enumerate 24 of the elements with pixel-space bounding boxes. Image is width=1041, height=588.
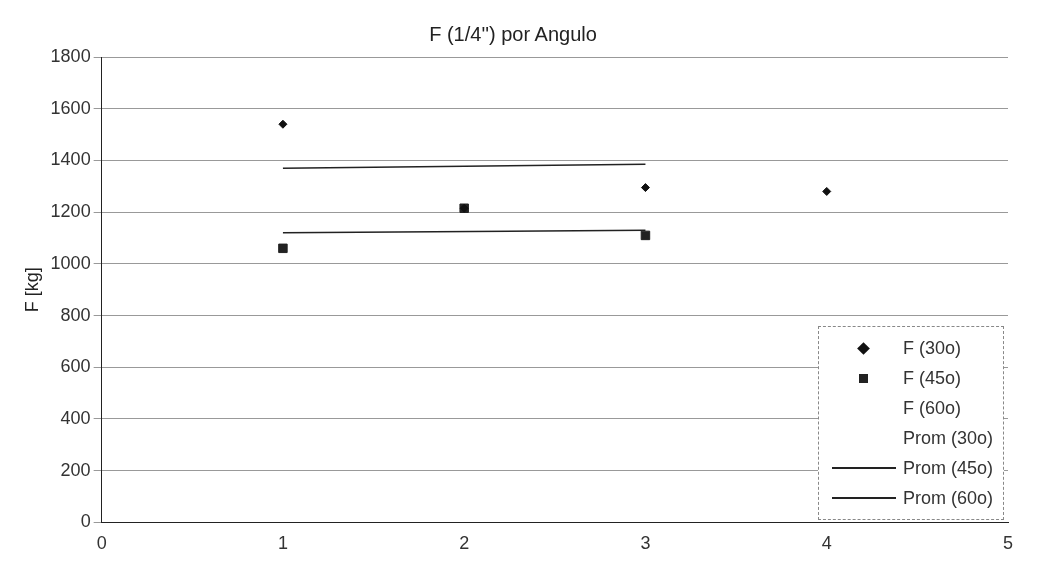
text: F (60o) (902, 397, 961, 419)
y-tick-label: 1400 (50, 149, 91, 170)
y-tick-label: 0 (80, 511, 91, 532)
x-tick-label: 5 (1002, 533, 1014, 554)
legend-label: F (45o) (902, 367, 961, 389)
y-tick-label: 1200 (50, 201, 91, 222)
y-tick-label: 400 (60, 407, 91, 428)
x-tick-label: 4 (821, 533, 832, 554)
legend-label: F (30o) (902, 337, 961, 359)
chart-title: F (1/4'') por Angulo (429, 22, 597, 45)
y-tick-label: 1000 (50, 252, 91, 273)
y-tick-label: 800 (60, 304, 91, 325)
x-tick-label: 1 (277, 533, 288, 554)
legend-label: Prom (45o) (902, 457, 993, 479)
x-tick-label: 0 (96, 533, 107, 554)
y-tick-label: 1600 (50, 97, 91, 118)
y-tick-label: 1800 (50, 45, 91, 66)
x-tick-label: 2 (459, 533, 470, 554)
legend-label: Prom (60o) (902, 487, 993, 509)
y-axis-title: F [kg] (21, 267, 42, 313)
x-tick-label: 3 (640, 533, 651, 554)
text: Prom (30o) (902, 427, 993, 449)
y-tick-label: 200 (60, 459, 91, 480)
y-tick-label: 600 (60, 356, 91, 377)
